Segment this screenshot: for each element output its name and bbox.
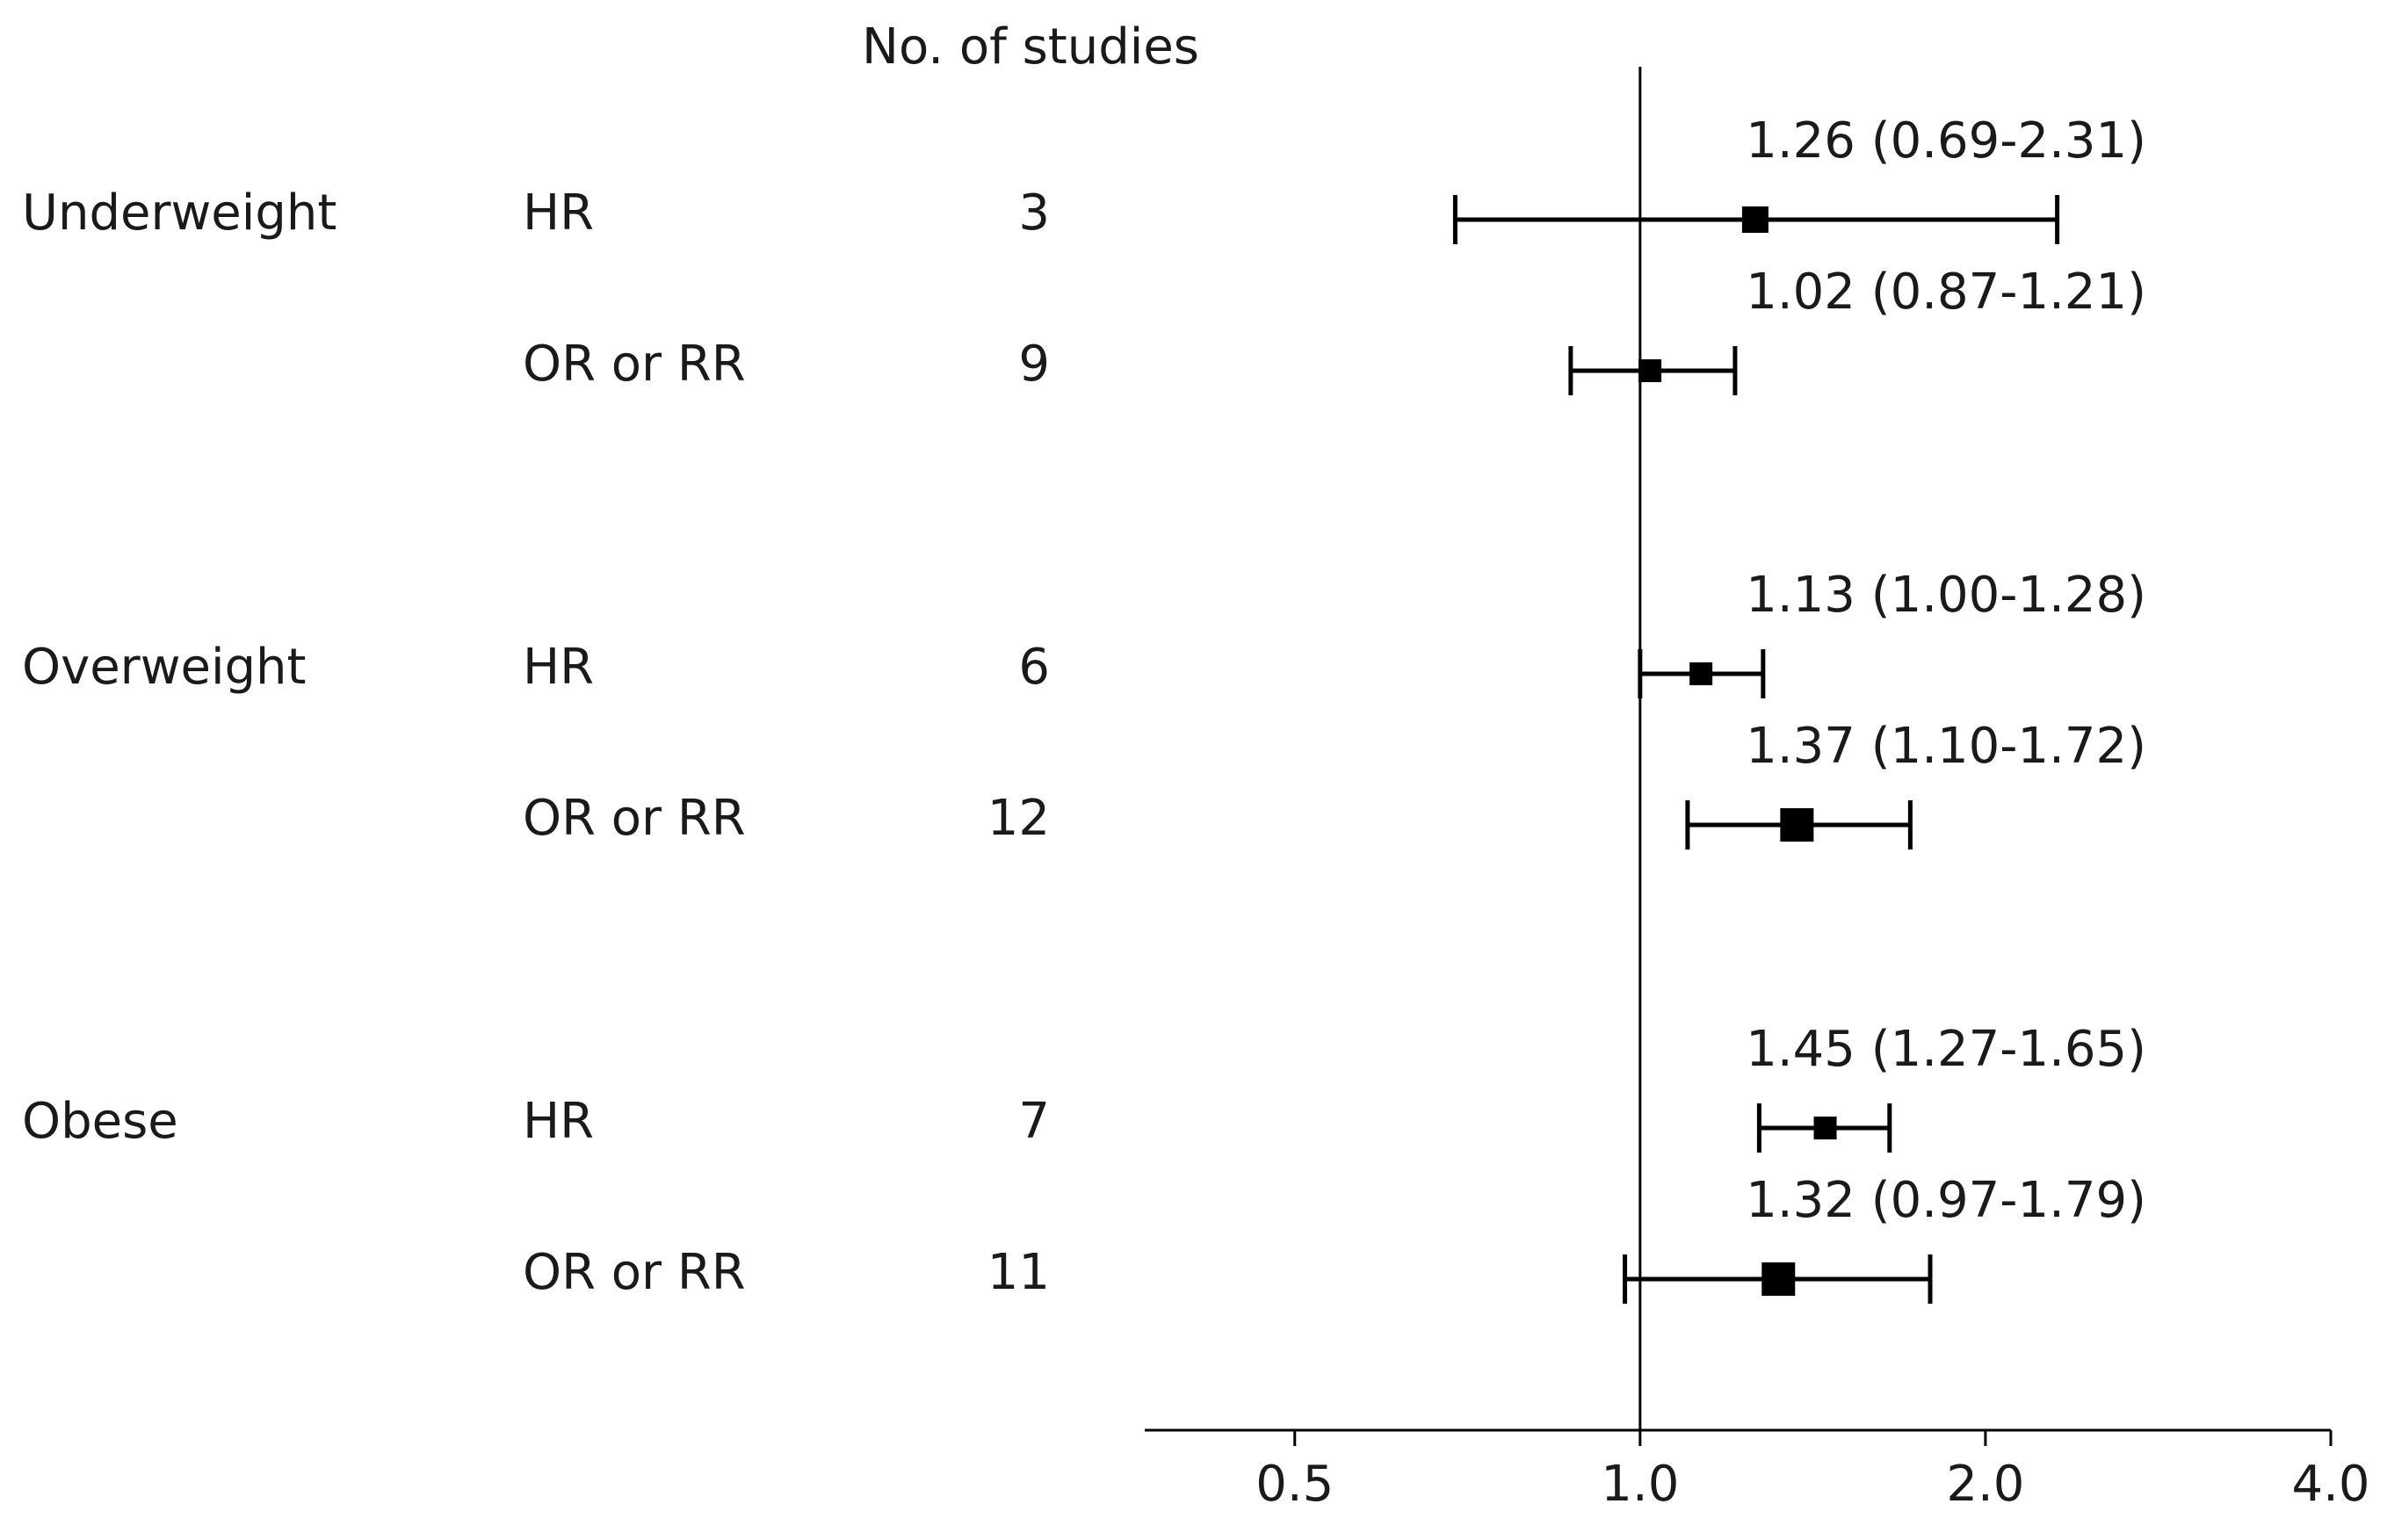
point-estimate-marker	[1638, 359, 1662, 382]
x-tick-label: 0.5	[1255, 1456, 1334, 1513]
forest-row: Obese HR 7 1.45 (1.27-1.65)	[22, 1021, 2146, 1153]
point-estimate-marker	[1780, 808, 1814, 842]
forest-row: OR or RR 11 1.32 (0.97-1.79)	[523, 1172, 2146, 1304]
study-count: 12	[987, 790, 1050, 847]
estimate-ci-label: 1.45 (1.27-1.65)	[1746, 1021, 2146, 1078]
estimate-ci-label: 1.32 (0.97-1.79)	[1746, 1172, 2146, 1229]
group-label: Underweight	[22, 184, 336, 242]
point-estimate-marker	[1761, 1262, 1796, 1296]
study-count: 6	[1018, 639, 1050, 696]
estimate-ci-label: 1.26 (0.69-2.31)	[1746, 112, 2146, 170]
measure-label: OR or RR	[523, 1244, 746, 1301]
x-tick-label: 4.0	[2291, 1456, 2369, 1513]
forest-row: Overweight HR 6 1.13 (1.00-1.28)	[22, 567, 2146, 698]
x-tick-label: 1.0	[1601, 1456, 1679, 1513]
group-label: Obese	[22, 1093, 178, 1150]
study-count: 3	[1018, 184, 1050, 242]
group-label: Overweight	[22, 639, 307, 696]
estimate-ci-label: 1.37 (1.10-1.72)	[1746, 718, 2146, 775]
forest-row: Underweight HR 3 1.26 (0.69-2.31)	[22, 112, 2146, 244]
measure-label: OR or RR	[523, 790, 746, 847]
estimate-ci-label: 1.13 (1.00-1.28)	[1746, 567, 2146, 624]
point-estimate-marker	[1741, 206, 1769, 233]
study-count: 7	[1018, 1093, 1050, 1150]
forest-row: OR or RR 9 1.02 (0.87-1.21)	[523, 264, 2146, 395]
x-axis: 0.5 1.0 2.0 4.0	[1145, 1428, 2370, 1513]
column-header-no-of-studies: No. of studies	[862, 18, 1199, 76]
forest-row: OR or RR 12 1.37 (1.10-1.72)	[523, 718, 2146, 850]
point-estimate-marker	[1813, 1117, 1837, 1139]
x-tick-label: 2.0	[1946, 1456, 2024, 1513]
forest-rows: Underweight HR 3 1.26 (0.69-2.31) OR or RR 9 1…	[22, 67, 2146, 1430]
point-estimate-marker	[1689, 662, 1713, 685]
measure-label: HR	[523, 184, 594, 242]
study-count: 9	[1018, 336, 1050, 393]
estimate-ci-label: 1.02 (0.87-1.21)	[1746, 264, 2146, 321]
study-count: 11	[987, 1244, 1050, 1301]
measure-label: OR or RR	[523, 336, 746, 393]
measure-label: HR	[523, 639, 594, 696]
measure-label: HR	[523, 1093, 594, 1150]
